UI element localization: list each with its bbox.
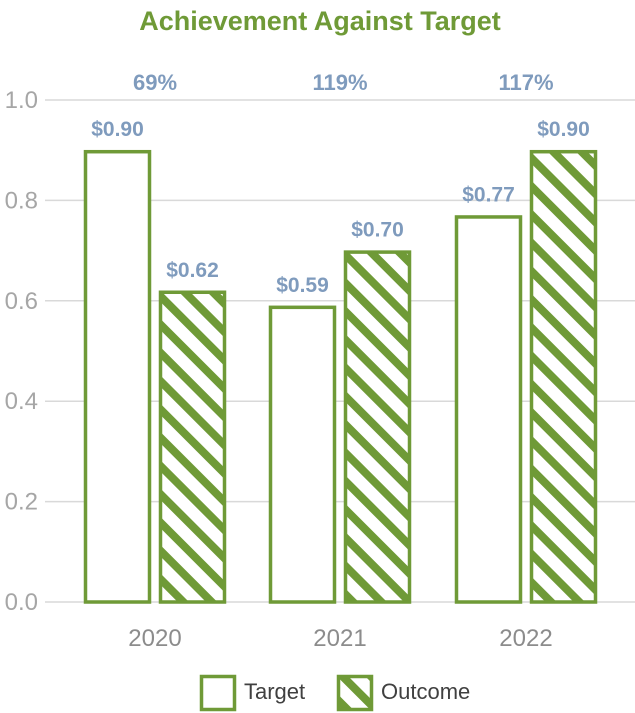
outcome-bar [529, 149, 598, 604]
x-axis-categories: 2020 2021 2022 [128, 625, 552, 652]
data-label: $0.90 [91, 118, 144, 141]
data-label: $0.59 [276, 274, 329, 297]
y-tick-label: 0.4 [5, 388, 38, 415]
outcome-bar [343, 250, 412, 604]
y-axis-ticks: 0.0 0.2 0.4 0.6 0.8 1.0 [5, 87, 38, 616]
data-label: $0.77 [462, 183, 515, 206]
outcome-bar [158, 290, 227, 604]
target-bar [454, 215, 523, 604]
chart-title: Achievement Against Target [139, 6, 501, 36]
x-category-label: 2021 [313, 625, 366, 652]
data-labels: $0.90 $0.62 $0.59 $0.70 $0.77 $0.90 [91, 118, 590, 297]
y-tick-label: 0.2 [5, 489, 38, 516]
y-tick-label: 0.6 [5, 288, 38, 315]
y-tick-label: 0.8 [5, 187, 38, 214]
legend-swatch-target [199, 674, 237, 712]
data-label: $0.70 [351, 219, 404, 242]
x-category-label: 2022 [499, 625, 552, 652]
y-tick-label: 1.0 [5, 87, 38, 114]
data-label: $0.90 [537, 118, 590, 141]
legend-swatch-outcome [336, 674, 374, 712]
achievement-percent: 119% [312, 70, 367, 95]
bars [83, 149, 598, 604]
legend: Target Outcome [199, 674, 470, 712]
y-tick-label: 0.0 [5, 589, 38, 616]
achievement-percent: 69% [133, 70, 177, 95]
x-category-label: 2020 [128, 625, 181, 652]
achievement-percent: 117% [498, 70, 553, 95]
target-bar [268, 305, 337, 604]
legend-label-outcome: Outcome [381, 679, 470, 704]
achievement-labels: 69% 119% 117% [133, 70, 554, 95]
target-bar [83, 149, 152, 604]
legend-label-target: Target [244, 679, 305, 704]
data-label: $0.62 [166, 259, 219, 282]
